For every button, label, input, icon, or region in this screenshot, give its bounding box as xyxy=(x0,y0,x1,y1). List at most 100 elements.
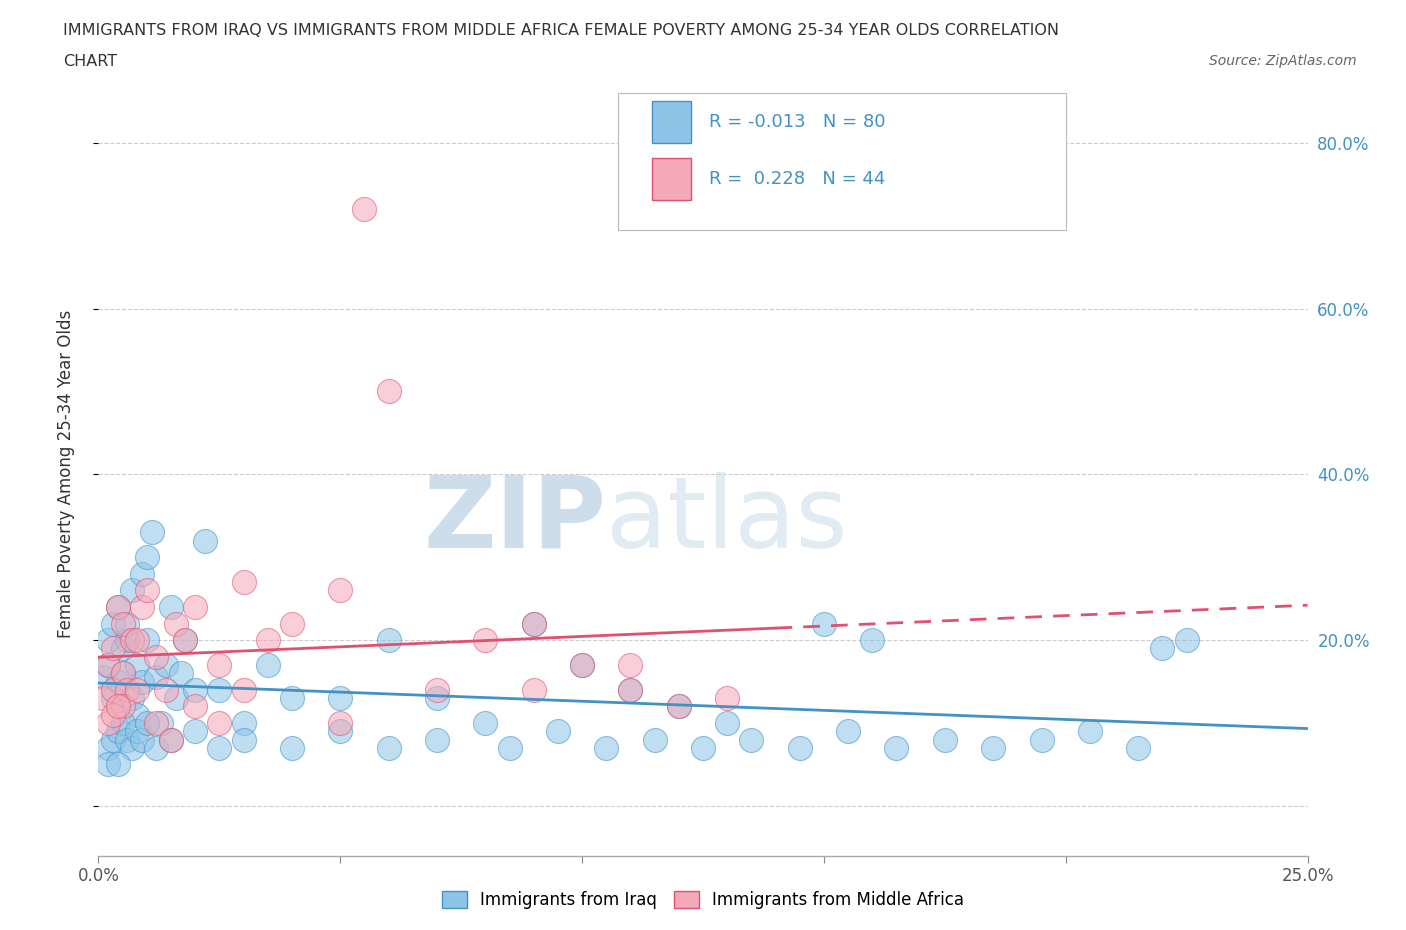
Text: atlas: atlas xyxy=(606,472,848,568)
Point xyxy=(232,732,254,747)
Point xyxy=(107,674,129,689)
Point xyxy=(127,724,149,738)
Point xyxy=(716,691,738,706)
Point xyxy=(111,666,134,681)
Text: R = -0.013   N = 80: R = -0.013 N = 80 xyxy=(709,113,886,130)
Point xyxy=(145,740,167,755)
Point xyxy=(160,600,183,615)
Point xyxy=(135,632,157,647)
Point xyxy=(426,691,449,706)
Point xyxy=(353,202,375,217)
Point xyxy=(111,616,134,631)
Point xyxy=(208,658,231,672)
Point xyxy=(813,616,835,631)
Point xyxy=(1031,732,1053,747)
Point xyxy=(121,583,143,598)
Point xyxy=(97,632,120,647)
FancyBboxPatch shape xyxy=(619,93,1066,231)
Point xyxy=(101,641,124,656)
Point xyxy=(426,683,449,698)
Point xyxy=(886,740,908,755)
Point xyxy=(165,616,187,631)
Point xyxy=(1175,632,1198,647)
Point xyxy=(329,724,352,738)
Point xyxy=(135,583,157,598)
Point xyxy=(184,600,207,615)
Point xyxy=(97,658,120,672)
Point xyxy=(121,691,143,706)
Point xyxy=(1128,740,1150,755)
Point xyxy=(377,632,399,647)
Point xyxy=(145,715,167,730)
Point xyxy=(426,732,449,747)
Point xyxy=(256,658,278,672)
Point xyxy=(184,683,207,698)
Point xyxy=(377,740,399,755)
Point xyxy=(208,683,231,698)
Text: ZIP: ZIP xyxy=(423,472,606,568)
Point xyxy=(127,683,149,698)
Point xyxy=(127,658,149,672)
Point xyxy=(934,732,956,747)
Point xyxy=(668,699,690,714)
Legend: Immigrants from Iraq, Immigrants from Middle Africa: Immigrants from Iraq, Immigrants from Mi… xyxy=(436,884,970,916)
Point xyxy=(155,683,177,698)
Point xyxy=(107,699,129,714)
Point xyxy=(141,525,163,539)
Point xyxy=(97,658,120,672)
Point xyxy=(107,757,129,772)
Point xyxy=(837,724,859,738)
Point xyxy=(208,740,231,755)
Text: R =  0.228   N = 44: R = 0.228 N = 44 xyxy=(709,170,886,188)
Point xyxy=(121,632,143,647)
Point xyxy=(97,740,120,755)
Point xyxy=(329,715,352,730)
Point xyxy=(619,683,641,698)
Point xyxy=(101,707,124,722)
Point xyxy=(256,632,278,647)
Point xyxy=(117,632,139,647)
Point xyxy=(184,724,207,738)
Point xyxy=(101,732,124,747)
Point xyxy=(160,732,183,747)
Point xyxy=(281,740,304,755)
Point xyxy=(174,632,197,647)
Point xyxy=(194,533,217,548)
Point xyxy=(523,616,546,631)
Point xyxy=(111,666,134,681)
Point xyxy=(523,683,546,698)
Point xyxy=(131,600,153,615)
Point xyxy=(329,691,352,706)
Point xyxy=(97,757,120,772)
Point xyxy=(716,715,738,730)
FancyBboxPatch shape xyxy=(652,100,690,142)
Point xyxy=(377,384,399,399)
Point xyxy=(547,724,569,738)
Point xyxy=(523,616,546,631)
Point xyxy=(981,740,1004,755)
Point xyxy=(232,683,254,698)
Point xyxy=(281,691,304,706)
Point xyxy=(111,699,134,714)
Point xyxy=(107,600,129,615)
Point xyxy=(184,699,207,714)
Point xyxy=(474,715,496,730)
Point xyxy=(111,715,134,730)
Text: Source: ZipAtlas.com: Source: ZipAtlas.com xyxy=(1209,54,1357,68)
Point xyxy=(1078,724,1101,738)
Point xyxy=(131,566,153,581)
Point xyxy=(668,699,690,714)
Point xyxy=(150,715,173,730)
Point xyxy=(155,658,177,672)
Y-axis label: Female Poverty Among 25-34 Year Olds: Female Poverty Among 25-34 Year Olds xyxy=(56,311,75,638)
Point xyxy=(131,732,153,747)
Point xyxy=(619,658,641,672)
Point xyxy=(474,632,496,647)
Point xyxy=(595,740,617,755)
Point xyxy=(232,715,254,730)
Point xyxy=(165,691,187,706)
Text: CHART: CHART xyxy=(63,54,117,69)
Point xyxy=(619,683,641,698)
Point xyxy=(160,732,183,747)
Point xyxy=(145,670,167,684)
